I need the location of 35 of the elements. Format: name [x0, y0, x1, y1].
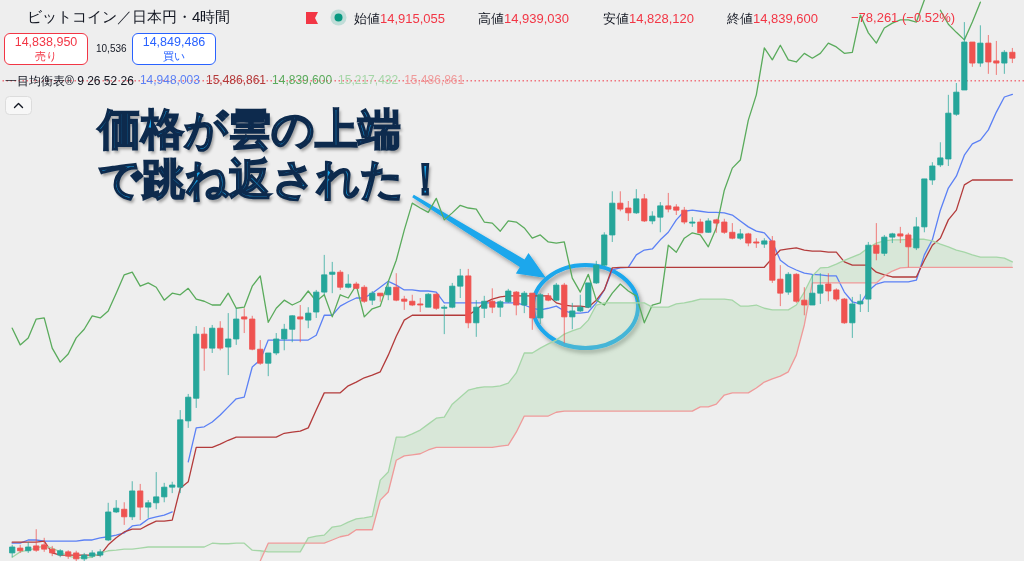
annotation: 15,486,861	[205, 73, 267, 89]
annotation: 14,948,003	[139, 73, 200, 89]
candlestick	[137, 483, 144, 521]
chart-title: ビットコイン／日本円・4時間	[27, 8, 231, 27]
candlestick	[209, 324, 216, 354]
candlestick	[1001, 49, 1008, 75]
candlestick	[521, 290, 528, 314]
annotation: 終値14,839,600	[727, 11, 819, 26]
candlestick	[785, 271, 792, 296]
candlestick	[297, 304, 304, 343]
annotation: 14,839,600	[272, 73, 333, 89]
candlestick	[121, 501, 128, 526]
annotation: 15,486,861	[404, 73, 465, 89]
candlestick	[217, 320, 224, 351]
candlestick	[969, 41, 976, 68]
annotation: 15,217,432	[338, 73, 399, 89]
annotation: 高値14,939,030	[478, 11, 570, 26]
candlestick	[201, 326, 208, 372]
candlestick	[633, 188, 640, 215]
annotation: 一目均衡表® 9 26 52 26	[5, 73, 134, 90]
annotation: 価格が雲の上端で跳ね返された！	[98, 104, 447, 204]
annotation: 買い	[162, 50, 186, 63]
annotation: 10,536	[96, 43, 127, 54]
candlestick	[337, 269, 344, 291]
candlestick	[977, 24, 984, 68]
annotation: 14,838,950	[13, 35, 79, 50]
annotation: 安値14,828,120	[603, 11, 695, 26]
candlestick	[489, 287, 496, 314]
annotation: 売り	[34, 50, 58, 63]
annotation: 始値14,915,055	[354, 11, 446, 26]
candlestick	[873, 222, 880, 261]
candlestick	[641, 193, 648, 223]
candlestick	[513, 290, 520, 316]
annotation: 14,849,486	[141, 35, 207, 50]
candlestick	[537, 292, 544, 325]
